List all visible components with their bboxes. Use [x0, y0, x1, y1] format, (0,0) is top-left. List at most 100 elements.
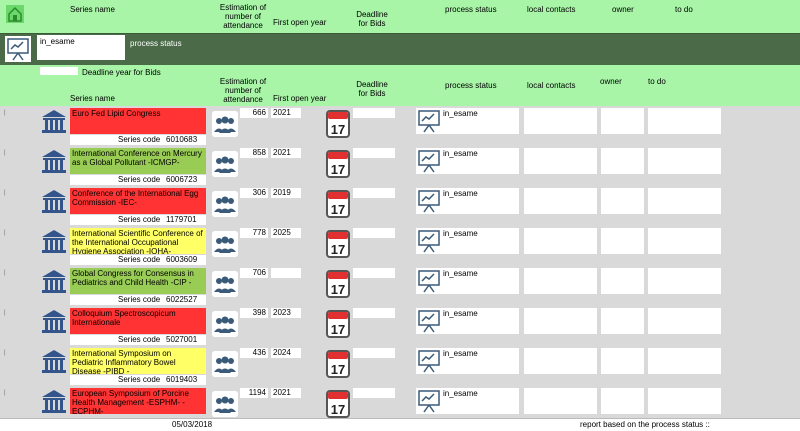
- table-row[interactable]: | International Scientific Conference of…: [0, 226, 800, 266]
- deadline-value[interactable]: [353, 308, 395, 318]
- deadline-year-input[interactable]: [40, 67, 78, 75]
- owner-field[interactable]: [601, 388, 644, 414]
- attendance-value[interactable]: 398: [240, 308, 268, 318]
- first-open-year-value[interactable]: 2019: [271, 188, 301, 198]
- local-contacts-field[interactable]: [524, 308, 597, 334]
- people-icon[interactable]: [212, 151, 238, 177]
- to-do-field[interactable]: [648, 348, 721, 374]
- local-contacts-field[interactable]: [524, 388, 597, 414]
- owner-field[interactable]: [601, 268, 644, 294]
- deadline-value[interactable]: [353, 388, 395, 398]
- attendance-value[interactable]: 778: [240, 228, 268, 238]
- building-icon[interactable]: [40, 148, 68, 176]
- process-status-filter-input[interactable]: in_esame: [37, 35, 125, 60]
- first-open-year-value[interactable]: 2025: [271, 228, 301, 238]
- people-icon[interactable]: [212, 231, 238, 257]
- to-do-field[interactable]: [648, 268, 721, 294]
- process-status-value[interactable]: in_esame: [441, 348, 519, 374]
- first-open-year-value[interactable]: 2021: [271, 148, 301, 158]
- deadline-value[interactable]: [353, 108, 395, 118]
- attendance-value[interactable]: 1194: [240, 388, 268, 398]
- process-status-icon[interactable]: [416, 388, 442, 414]
- deadline-value[interactable]: [353, 348, 395, 358]
- table-row[interactable]: | Colloquium Spectroscopicum Internation…: [0, 306, 800, 346]
- attendance-value[interactable]: 706: [240, 268, 268, 278]
- building-icon[interactable]: [40, 108, 68, 136]
- table-row[interactable]: | International Symposium on Pediatric I…: [0, 346, 800, 386]
- calendar-icon[interactable]: 17: [325, 189, 351, 219]
- process-status-icon[interactable]: [416, 348, 442, 374]
- event-name[interactable]: Colloquium Spectroscopicum International…: [70, 308, 206, 334]
- to-do-field[interactable]: [648, 308, 721, 334]
- calendar-icon[interactable]: 17: [325, 309, 351, 339]
- to-do-field[interactable]: [648, 228, 721, 254]
- deadline-value[interactable]: [353, 268, 395, 278]
- building-icon[interactable]: [40, 268, 68, 296]
- deadline-value[interactable]: [353, 228, 395, 238]
- attendance-value[interactable]: 436: [240, 348, 268, 358]
- process-status-value[interactable]: in_esame: [441, 108, 519, 134]
- local-contacts-field[interactable]: [524, 108, 597, 134]
- first-open-year-value[interactable]: 2023: [271, 308, 301, 318]
- people-icon[interactable]: [212, 111, 238, 137]
- to-do-field[interactable]: [648, 388, 721, 414]
- process-status-icon[interactable]: [416, 228, 442, 254]
- process-status-value[interactable]: in_esame: [441, 388, 519, 414]
- event-name[interactable]: International Scientific Conference of t…: [70, 228, 206, 254]
- table-row[interactable]: | International Conference on Mercury as…: [0, 146, 800, 186]
- calendar-icon[interactable]: 17: [325, 229, 351, 259]
- calendar-icon[interactable]: 17: [325, 109, 351, 139]
- process-status-value[interactable]: in_esame: [441, 228, 519, 254]
- building-icon[interactable]: [40, 228, 68, 256]
- process-status-icon[interactable]: [416, 148, 442, 174]
- owner-field[interactable]: [601, 308, 644, 334]
- attendance-value[interactable]: 858: [240, 148, 268, 158]
- process-status-icon[interactable]: [416, 308, 442, 334]
- owner-field[interactable]: [601, 148, 644, 174]
- calendar-icon[interactable]: 17: [325, 349, 351, 379]
- process-status-icon[interactable]: [416, 108, 442, 134]
- people-icon[interactable]: [212, 391, 238, 417]
- event-name[interactable]: Global Congress for Consensus in Pediatr…: [70, 268, 206, 294]
- building-icon[interactable]: [40, 348, 68, 376]
- calendar-icon[interactable]: 17: [325, 149, 351, 179]
- owner-field[interactable]: [601, 188, 644, 214]
- attendance-value[interactable]: 306: [240, 188, 268, 198]
- owner-field[interactable]: [601, 348, 644, 374]
- people-icon[interactable]: [212, 351, 238, 377]
- process-status-value[interactable]: in_esame: [441, 268, 519, 294]
- process-status-value[interactable]: in_esame: [441, 308, 519, 334]
- owner-field[interactable]: [601, 228, 644, 254]
- building-icon[interactable]: [40, 308, 68, 336]
- event-name[interactable]: Conference of the International Egg Comm…: [70, 188, 206, 214]
- owner-field[interactable]: [601, 108, 644, 134]
- event-name[interactable]: International Symposium on Pediatric Inf…: [70, 348, 206, 374]
- table-row[interactable]: | Global Congress for Consensus in Pedia…: [0, 266, 800, 306]
- local-contacts-field[interactable]: [524, 268, 597, 294]
- people-icon[interactable]: [212, 311, 238, 337]
- attendance-value[interactable]: 666: [240, 108, 268, 118]
- event-name[interactable]: Euro Fed Lipid Congress: [70, 108, 206, 134]
- first-open-year-value[interactable]: 2024: [271, 348, 301, 358]
- to-do-field[interactable]: [648, 148, 721, 174]
- people-icon[interactable]: [212, 191, 238, 217]
- local-contacts-field[interactable]: [524, 148, 597, 174]
- people-icon[interactable]: [212, 271, 238, 297]
- deadline-value[interactable]: [353, 148, 395, 158]
- local-contacts-field[interactable]: [524, 348, 597, 374]
- table-row[interactable]: | Euro Fed Lipid Congress Series code 60…: [0, 106, 800, 146]
- table-row[interactable]: | Conference of the International Egg Co…: [0, 186, 800, 226]
- process-status-icon[interactable]: [416, 188, 442, 214]
- first-open-year-value[interactable]: 2021: [271, 108, 301, 118]
- first-open-year-value[interactable]: 2021: [271, 388, 301, 398]
- process-status-value[interactable]: in_esame: [441, 188, 519, 214]
- local-contacts-field[interactable]: [524, 188, 597, 214]
- process-status-value[interactable]: in_esame: [441, 148, 519, 174]
- event-name[interactable]: European Symposium of Porcine Health Man…: [70, 388, 206, 414]
- to-do-field[interactable]: [648, 108, 721, 134]
- event-name[interactable]: International Conference on Mercury as a…: [70, 148, 206, 174]
- calendar-icon[interactable]: 17: [325, 269, 351, 299]
- first-open-year-value[interactable]: [271, 268, 301, 278]
- to-do-field[interactable]: [648, 188, 721, 214]
- table-row[interactable]: | European Symposium of Porcine Health M…: [0, 386, 800, 426]
